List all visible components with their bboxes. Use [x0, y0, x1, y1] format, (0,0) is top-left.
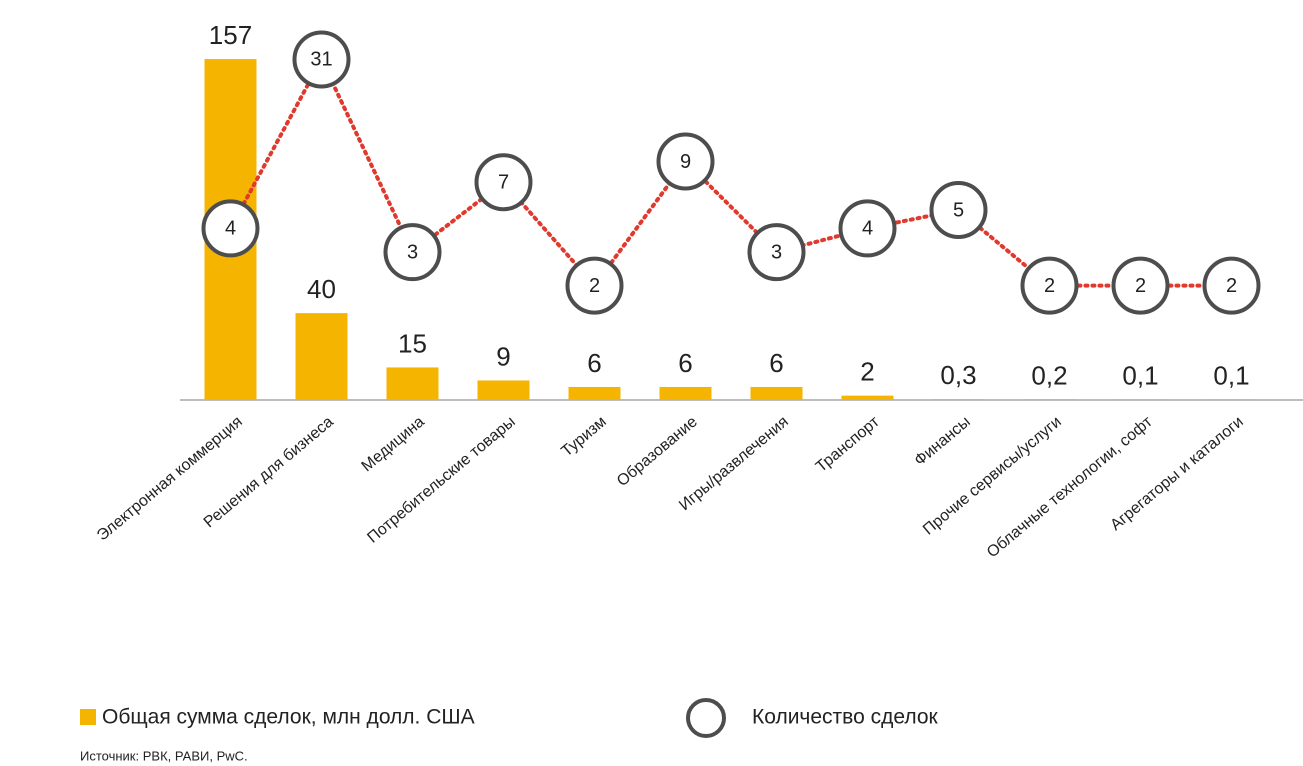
x-tick-label: Медицина [359, 413, 428, 475]
marker-label: 31 [310, 49, 332, 71]
bar-value-label: 6 [678, 348, 692, 378]
x-tick-label: Туризм [558, 413, 609, 460]
marker [1111, 256, 1170, 315]
bar-value-label: 40 [307, 274, 336, 304]
bar-value-label: 6 [769, 348, 783, 378]
bar [477, 380, 530, 400]
source: Источник: РВК, РАВИ, PwC. [80, 748, 248, 763]
marker [838, 199, 897, 258]
bar [932, 399, 985, 400]
bar [568, 386, 621, 400]
x-tick-label: Облачные технологии, софт [984, 413, 1156, 562]
marker-label: 2 [1044, 275, 1055, 297]
legend-label: Количество сделок [752, 706, 939, 729]
marker [1020, 256, 1079, 315]
bar-value-label: 6 [587, 348, 601, 378]
x-tick-label: Транспорт [813, 413, 883, 476]
bar [295, 313, 348, 400]
legend-label: Общая сумма сделок, млн долл. США [102, 706, 475, 729]
marker [201, 199, 260, 258]
marker-label: 4 [225, 218, 236, 240]
bar-value-label: 0,1 [1213, 361, 1249, 391]
legend-swatch-circle [686, 698, 726, 738]
bar-value-label: 15 [398, 328, 427, 358]
legend-swatch-bar [80, 709, 96, 725]
marker [292, 30, 351, 89]
bar-value-label: 157 [209, 20, 252, 50]
bar [841, 395, 894, 400]
marker [565, 256, 624, 315]
bar-value-label: 9 [496, 341, 510, 371]
marker-label: 3 [407, 241, 418, 263]
x-tick-label: Образование [614, 413, 701, 490]
bar-value-label: 0,2 [1031, 360, 1067, 390]
marker [383, 223, 442, 282]
marker [929, 181, 988, 239]
marker-label: 2 [1135, 275, 1146, 297]
marker-label: 2 [589, 275, 600, 297]
marker [474, 153, 533, 212]
marker-label: 3 [771, 241, 782, 263]
marker-label: 2 [1226, 275, 1237, 297]
bar [386, 367, 439, 400]
x-tick-label: Финансы [911, 413, 973, 469]
marker [656, 132, 715, 191]
bar-value-label: 0,3 [940, 360, 976, 390]
line [228, 55, 1234, 289]
x-tick-label: Потребительские товары [364, 413, 518, 546]
bar [750, 386, 803, 400]
marker-label: 4 [862, 218, 873, 240]
bar-value-label: 0,1 [1122, 361, 1158, 391]
bar [659, 386, 712, 400]
marker-label: 7 [498, 172, 509, 194]
x-tick-label: Электронная коммерция [94, 413, 246, 544]
marker-label: 9 [680, 151, 691, 173]
marker-label: 5 [953, 199, 964, 221]
marker [1202, 256, 1261, 315]
marker [747, 223, 806, 282]
bar-value-label: 2 [860, 357, 874, 387]
